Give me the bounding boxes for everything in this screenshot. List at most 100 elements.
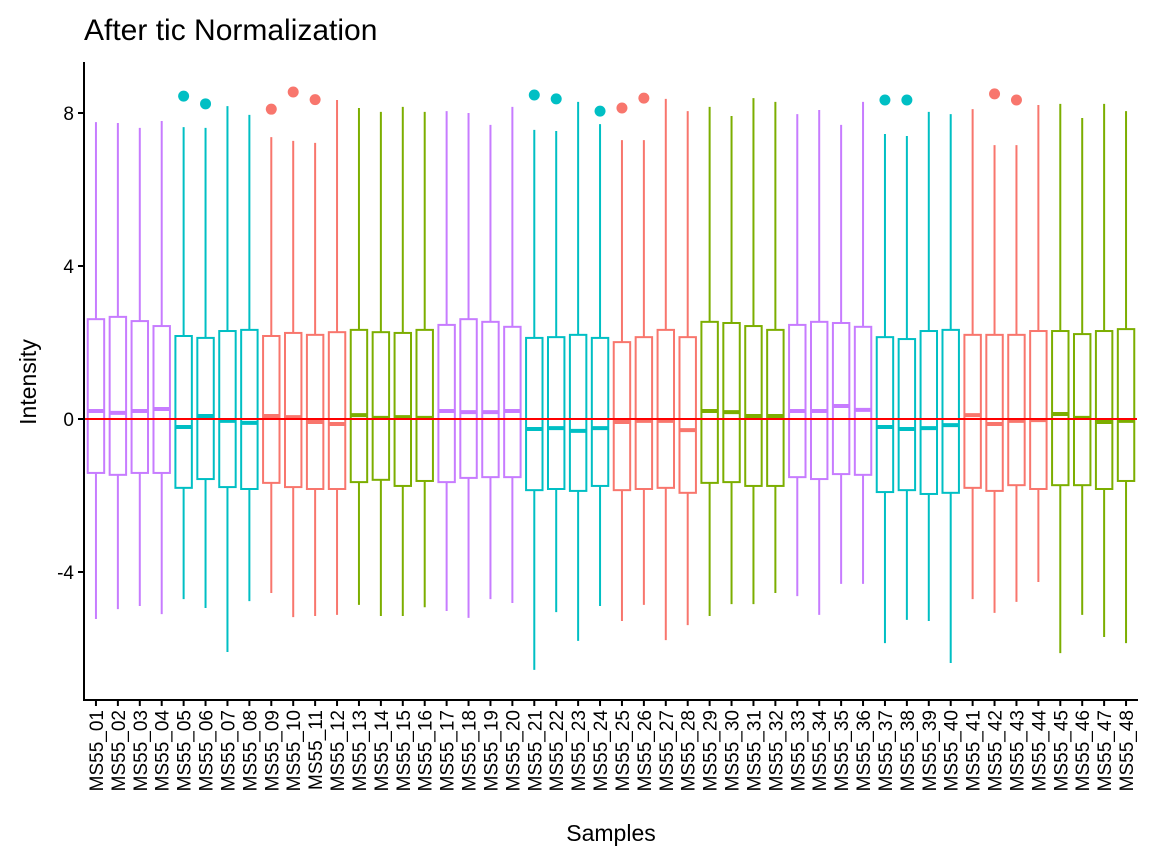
x-tick-label: MS55_16: [416, 710, 437, 791]
iqr-box: [415, 328, 434, 482]
x-tick-label: MS55_08: [240, 710, 261, 791]
iqr-box: [1051, 330, 1070, 487]
iqr-box: [327, 331, 347, 490]
box-MS55_25: [612, 102, 632, 621]
box-MS55_33: [788, 114, 807, 597]
iqr-box: [503, 325, 522, 479]
box-MS55_21: [525, 89, 544, 670]
iqr-box: [831, 321, 851, 476]
iqr-box: [612, 341, 632, 492]
x-tick-label: MS55_27: [657, 710, 678, 791]
iqr-box: [744, 325, 763, 487]
box-MS55_07: [218, 106, 237, 652]
iqr-box: [283, 331, 303, 489]
box-MS55_46: [1072, 117, 1092, 615]
iqr-box: [722, 321, 741, 484]
x-tick-label: MS55_11: [306, 710, 327, 790]
outlier-point: [178, 90, 190, 102]
x-tick-label: MS55_48: [1117, 710, 1138, 791]
y-tick-label: -4: [57, 563, 74, 584]
iqr-box: [678, 336, 697, 494]
box-MS55_03: [130, 127, 150, 607]
outlier-point: [200, 98, 212, 110]
x-tick-label: MS55_13: [350, 710, 371, 791]
outlier-point: [616, 102, 628, 114]
boxes-layer: [86, 86, 1136, 670]
x-tick-label: MS55_25: [613, 710, 634, 791]
iqr-box: [130, 320, 150, 474]
box-MS55_15: [393, 106, 413, 616]
box-MS55_22: [546, 93, 566, 613]
x-tick-label: MS55_22: [547, 710, 568, 791]
chart-title: After tic Normalization: [84, 14, 377, 47]
iqr-box: [941, 328, 960, 494]
iqr-box: [262, 334, 281, 484]
x-tick-label: MS55_12: [328, 710, 349, 791]
x-tick-label: MS55_47: [1095, 710, 1116, 791]
box-MS55_23: [568, 101, 588, 641]
x-tick-label: MS55_10: [284, 710, 305, 791]
box-MS55_42: [985, 88, 1004, 613]
outlier-point: [901, 94, 913, 106]
y-axis-title: Intensity: [15, 339, 41, 425]
box-MS55_16: [415, 111, 434, 608]
iqr-box: [459, 318, 478, 479]
box-MS55_28: [678, 111, 697, 626]
x-tick-label: MS55_42: [986, 710, 1007, 791]
x-tick-label: MS55_18: [460, 710, 481, 791]
box-MS55_36: [853, 101, 873, 584]
iqr-box: [656, 328, 676, 489]
box-MS55_37: [875, 94, 895, 644]
iqr-box: [590, 336, 610, 487]
box-MS55_17: [437, 111, 456, 612]
x-tick-label: MS55_44: [1029, 710, 1050, 792]
x-tick-label: MS55_43: [1007, 710, 1028, 791]
x-tick-label: MS55_02: [109, 710, 130, 791]
outlier-point: [879, 94, 891, 106]
x-tick-label: MS55_31: [744, 710, 765, 791]
x-tick-label: MS55_20: [503, 710, 524, 791]
iqr-box: [1116, 328, 1136, 482]
box-MS55_43: [1007, 94, 1026, 602]
iqr-box: [371, 331, 391, 481]
x-tick-label: MS55_34: [810, 710, 831, 792]
outlier-point: [550, 93, 562, 105]
box-MS55_32: [766, 101, 785, 594]
box-MS55_35: [831, 124, 851, 584]
iqr-box: [985, 333, 1004, 492]
x-tick-label: MS55_36: [854, 710, 875, 791]
iqr-box: [152, 325, 171, 474]
iqr-box: [1029, 330, 1048, 490]
box-MS55_38: [897, 94, 917, 620]
iqr-box: [218, 330, 237, 489]
y-tick-label: 4: [63, 257, 74, 278]
x-tick-label: MS55_14: [372, 710, 393, 792]
box-MS55_31: [744, 98, 763, 605]
iqr-box: [1072, 333, 1092, 487]
x-tick-label: MS55_24: [591, 710, 612, 792]
box-MS55_41: [963, 109, 982, 600]
iqr-box: [700, 320, 719, 484]
x-tick-label: MS55_15: [394, 710, 415, 791]
y-tick-label: 0: [63, 410, 74, 431]
box-MS55_45: [1051, 103, 1070, 654]
box-MS55_13: [349, 108, 369, 605]
box-MS55_09: [262, 103, 281, 594]
x-tick-label: MS55_06: [197, 710, 218, 791]
iqr-box: [897, 338, 917, 492]
y-tick-label: 8: [63, 104, 74, 125]
outlier-point: [1010, 94, 1022, 106]
outlier-point: [287, 86, 299, 98]
box-MS55_27: [656, 98, 676, 641]
x-tick-label: MS55_23: [569, 710, 590, 791]
outlier-point: [638, 92, 650, 104]
x-tick-label: MS55_17: [438, 710, 459, 791]
box-MS55_06: [196, 98, 215, 608]
x-tick-label: MS55_30: [723, 710, 744, 791]
iqr-box: [1007, 333, 1026, 487]
box-MS55_10: [283, 86, 303, 618]
x-tick-label: MS55_39: [920, 710, 941, 791]
x-tick-label: MS55_29: [701, 710, 722, 791]
box-MS55_14: [371, 111, 391, 616]
